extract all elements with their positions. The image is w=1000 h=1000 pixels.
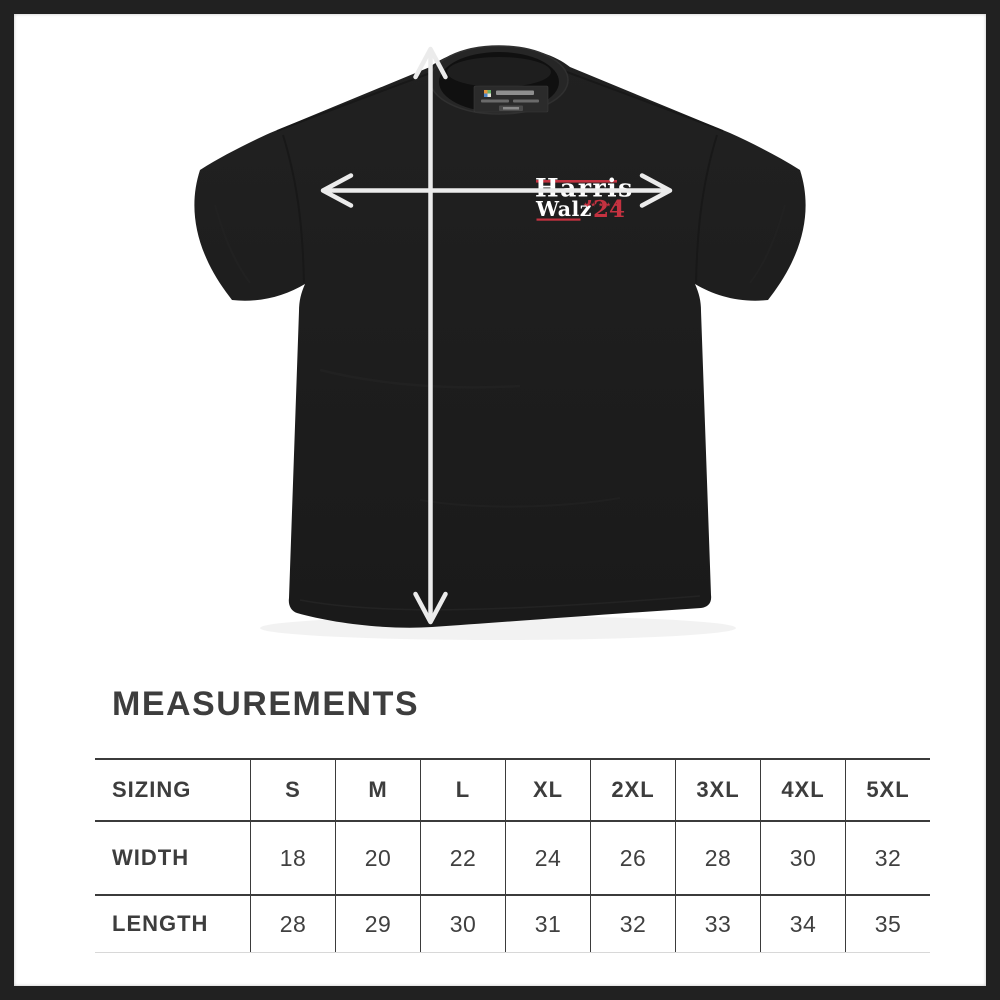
column-header-2xl: 2XL bbox=[590, 760, 675, 820]
harris-walz-print: Harris ★★★★★ Walz ’24 bbox=[535, 174, 634, 224]
tshirt-silhouette bbox=[194, 46, 806, 628]
length-value-2xl: 32 bbox=[590, 896, 675, 952]
length-value-5xl: 35 bbox=[845, 896, 930, 952]
print-underline bbox=[536, 218, 581, 221]
arrowhead-up-icon bbox=[413, 46, 448, 80]
width-row: WIDTH 18 20 22 24 26 28 30 32 bbox=[95, 822, 930, 896]
length-arrow bbox=[413, 46, 448, 625]
length-row: LENGTH 28 29 30 31 32 33 34 35 bbox=[95, 896, 930, 953]
width-value-m: 20 bbox=[335, 822, 420, 894]
width-value-2xl: 26 bbox=[590, 822, 675, 894]
column-header-xl: XL bbox=[505, 760, 590, 820]
width-value-s: 18 bbox=[250, 822, 335, 894]
width-value-5xl: 32 bbox=[845, 822, 930, 894]
length-value-l: 30 bbox=[420, 896, 505, 952]
length-value-s: 28 bbox=[250, 896, 335, 952]
print-stars: ★★★★★ bbox=[583, 202, 621, 209]
size-chart-header-row: SIZING S M L XL 2XL 3XL 4XL 5XL bbox=[95, 760, 930, 822]
column-header-5xl: 5XL bbox=[845, 760, 930, 820]
size-chart-table: SIZING S M L XL 2XL 3XL 4XL 5XL WIDTH 18… bbox=[95, 758, 930, 953]
measurement-arrows bbox=[320, 46, 673, 625]
print-line2: Walz bbox=[535, 197, 592, 221]
fabric-details bbox=[214, 70, 786, 611]
width-value-3xl: 28 bbox=[675, 822, 760, 894]
neck-label bbox=[473, 85, 549, 113]
neck-label-logo-icon bbox=[484, 90, 491, 97]
length-value-m: 29 bbox=[335, 896, 420, 952]
row-label-width: WIDTH bbox=[112, 845, 190, 870]
width-value-xl: 24 bbox=[505, 822, 590, 894]
arrowhead-left-icon bbox=[320, 173, 354, 208]
arrowhead-right-icon bbox=[639, 173, 673, 208]
length-value-xl: 31 bbox=[505, 896, 590, 952]
column-header-sizing: SIZING bbox=[112, 777, 192, 802]
column-header-3xl: 3XL bbox=[675, 760, 760, 820]
column-header-s: S bbox=[250, 760, 335, 820]
width-arrow bbox=[320, 173, 673, 208]
print-overline bbox=[536, 180, 617, 183]
column-header-4xl: 4XL bbox=[760, 760, 845, 820]
length-value-4xl: 34 bbox=[760, 896, 845, 952]
collar-back-inner bbox=[447, 57, 551, 87]
product-photo: Harris ★★★★★ Walz ’24 bbox=[194, 45, 806, 640]
print-year: ’24 bbox=[585, 196, 625, 223]
length-value-3xl: 33 bbox=[675, 896, 760, 952]
column-header-l: L bbox=[420, 760, 505, 820]
print-line1: Harris bbox=[535, 174, 634, 203]
column-header-m: M bbox=[335, 760, 420, 820]
width-value-4xl: 30 bbox=[760, 822, 845, 894]
width-value-l: 22 bbox=[420, 822, 505, 894]
page-title: MEASUREMENTS bbox=[112, 685, 420, 723]
arrowhead-down-icon bbox=[413, 591, 448, 625]
row-label-length: LENGTH bbox=[112, 911, 209, 936]
